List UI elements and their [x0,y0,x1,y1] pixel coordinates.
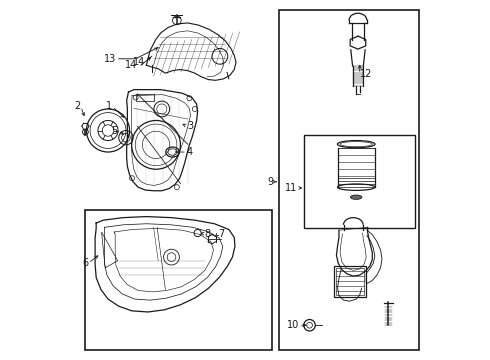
Text: 4: 4 [187,147,193,157]
Text: 8: 8 [205,229,211,239]
Text: 5: 5 [111,126,118,135]
Text: 14: 14 [133,57,146,67]
Text: 13: 13 [104,54,116,64]
Bar [136,94,154,101]
Text: 1: 1 [106,102,112,112]
Text: 11: 11 [285,183,297,193]
Text: 12: 12 [360,69,372,79]
Bar [85,211,272,350]
Bar [336,268,365,295]
Text: 6: 6 [82,258,88,268]
Text: 7: 7 [218,229,224,239]
Text: 14: 14 [125,60,137,70]
Bar [304,135,416,228]
Text: 2: 2 [74,102,81,112]
Ellipse shape [350,195,362,199]
Text: 3: 3 [187,121,193,131]
Text: 10: 10 [287,320,299,330]
Bar [279,10,419,350]
Text: 9: 9 [268,177,274,187]
Bar [334,266,366,297]
